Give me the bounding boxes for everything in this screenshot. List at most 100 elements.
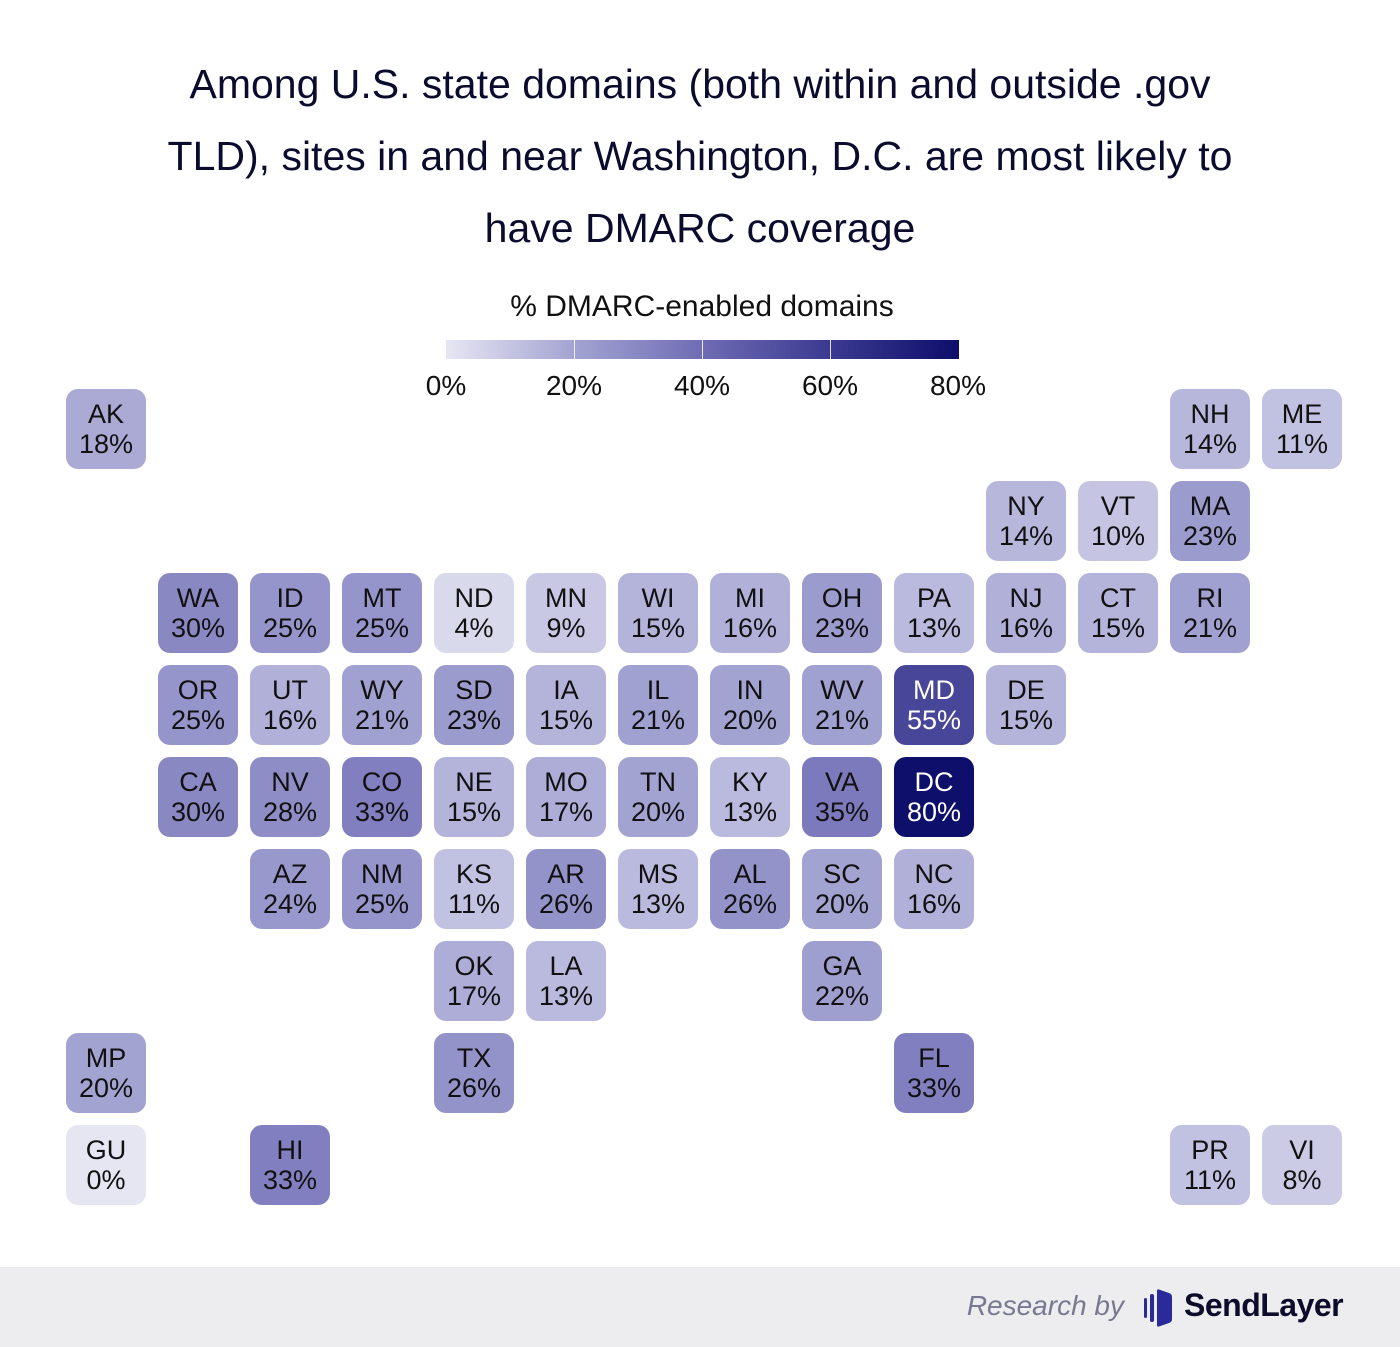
- state-tile-mn: MN 9%: [526, 573, 606, 653]
- state-tile-al: AL 26%: [710, 849, 790, 929]
- legend-label-20: 20%: [545, 370, 603, 401]
- state-tile-nj: NJ 16%: [986, 573, 1066, 653]
- state-tile-ks: KS 11%: [434, 849, 514, 929]
- state-code: NJ: [1009, 583, 1043, 613]
- state-code: NV: [271, 767, 309, 797]
- state-value: 15%: [446, 797, 502, 827]
- state-code: MO: [544, 767, 588, 797]
- state-code: OR: [177, 675, 219, 705]
- state-value: 13%: [722, 797, 778, 827]
- state-value: 33%: [906, 1073, 962, 1103]
- state-value: 25%: [354, 889, 410, 919]
- state-tile-de: DE 15%: [986, 665, 1066, 745]
- state-code: NE: [455, 767, 493, 797]
- state-code: AR: [547, 859, 585, 889]
- state-code: OK: [454, 951, 494, 981]
- state-tile-va: VA 35%: [802, 757, 882, 837]
- state-tile-in: IN 20%: [710, 665, 790, 745]
- sendlayer-logo-icon: [1144, 1289, 1172, 1327]
- state-value: 23%: [814, 613, 870, 643]
- state-code: SD: [455, 675, 493, 705]
- state-tile-hi: HI 33%: [250, 1125, 330, 1205]
- state-value: 28%: [262, 797, 318, 827]
- state-tile-gu: GU 0%: [66, 1125, 146, 1205]
- sendlayer-brand-name: SendLayer: [1184, 1287, 1344, 1323]
- state-value: 16%: [262, 705, 318, 735]
- state-tile-ut: UT 16%: [250, 665, 330, 745]
- state-code: NY: [1007, 491, 1045, 521]
- state-code: SC: [823, 859, 861, 889]
- state-value: 16%: [722, 613, 778, 643]
- state-value: 55%: [906, 705, 962, 735]
- state-tile-sd: SD 23%: [434, 665, 514, 745]
- state-value: 11%: [447, 889, 501, 919]
- state-value: 16%: [998, 613, 1054, 643]
- state-value: 21%: [814, 705, 870, 735]
- state-value: 21%: [354, 705, 410, 735]
- state-code: VI: [1289, 1135, 1315, 1165]
- state-tile-la: LA 13%: [526, 941, 606, 1021]
- state-code: HI: [276, 1135, 304, 1165]
- state-tile-mo: MO 17%: [526, 757, 606, 837]
- state-code: PA: [916, 583, 951, 613]
- state-tile-ga: GA 22%: [802, 941, 882, 1021]
- state-value: 15%: [998, 705, 1054, 735]
- state-code: NM: [361, 859, 403, 889]
- state-value: 30%: [170, 797, 226, 827]
- state-tile-fl: FL 33%: [894, 1033, 974, 1113]
- state-code: NC: [914, 859, 954, 889]
- state-value: 20%: [630, 797, 686, 827]
- state-tile-az: AZ 24%: [250, 849, 330, 929]
- state-tile-ia: IA 15%: [526, 665, 606, 745]
- state-code: WV: [820, 675, 864, 705]
- state-tile-wa: WA 30%: [158, 573, 238, 653]
- state-value: 14%: [1182, 429, 1238, 459]
- state-value: 4%: [454, 613, 494, 643]
- state-tile-mi: MI 16%: [710, 573, 790, 653]
- state-value: 25%: [170, 705, 226, 735]
- state-code: MP: [85, 1043, 127, 1073]
- state-tile-ri: RI 21%: [1170, 573, 1250, 653]
- state-tile-tx: TX 26%: [434, 1033, 514, 1113]
- state-tile-pa: PA 13%: [894, 573, 974, 653]
- state-tile-nm: NM 25%: [342, 849, 422, 929]
- title-line-2: TLD), sites in and near Washington, D.C.…: [167, 133, 1233, 179]
- state-tile-mp: MP 20%: [66, 1033, 146, 1113]
- state-tile-mt: MT 25%: [342, 573, 422, 653]
- title-line-3: have DMARC coverage: [484, 205, 916, 251]
- state-value: 23%: [446, 705, 502, 735]
- legend-label-80: 80%: [929, 370, 987, 401]
- state-tile-vt: VT 10%: [1078, 481, 1158, 561]
- state-code: AL: [733, 859, 767, 889]
- state-code: GA: [822, 951, 862, 981]
- state-code: MS: [637, 859, 679, 889]
- state-value: 11%: [1183, 1165, 1237, 1195]
- state-value: 0%: [86, 1165, 126, 1195]
- state-code: ND: [454, 583, 494, 613]
- state-tile-il: IL 21%: [618, 665, 698, 745]
- state-tile-pr: PR 11%: [1170, 1125, 1250, 1205]
- state-code: NH: [1190, 399, 1230, 429]
- state-tile-ct: CT 15%: [1078, 573, 1158, 653]
- state-value: 24%: [262, 889, 318, 919]
- state-value: 26%: [538, 889, 594, 919]
- state-value: 20%: [722, 705, 778, 735]
- legend-label-40: 40%: [673, 370, 731, 401]
- state-tile-ar: AR 26%: [526, 849, 606, 929]
- state-tile-nh: NH 14%: [1170, 389, 1250, 469]
- state-value: 25%: [262, 613, 318, 643]
- state-code: PR: [1191, 1135, 1229, 1165]
- state-code: ME: [1281, 399, 1323, 429]
- state-value: 30%: [170, 613, 226, 643]
- state-code: KY: [731, 767, 769, 797]
- state-code: VA: [824, 767, 859, 797]
- state-value: 23%: [1182, 521, 1238, 551]
- state-tile-ma: MA 23%: [1170, 481, 1250, 561]
- legend-label-0: 0%: [425, 370, 467, 401]
- research-by-label: Research by: [966, 1290, 1124, 1321]
- state-value: 21%: [1182, 613, 1238, 643]
- state-tile-vi: VI 8%: [1262, 1125, 1342, 1205]
- state-value: 16%: [906, 889, 962, 919]
- chart-title: Among U.S. state domains (both within an…: [60, 48, 1340, 264]
- state-code: IA: [553, 675, 579, 705]
